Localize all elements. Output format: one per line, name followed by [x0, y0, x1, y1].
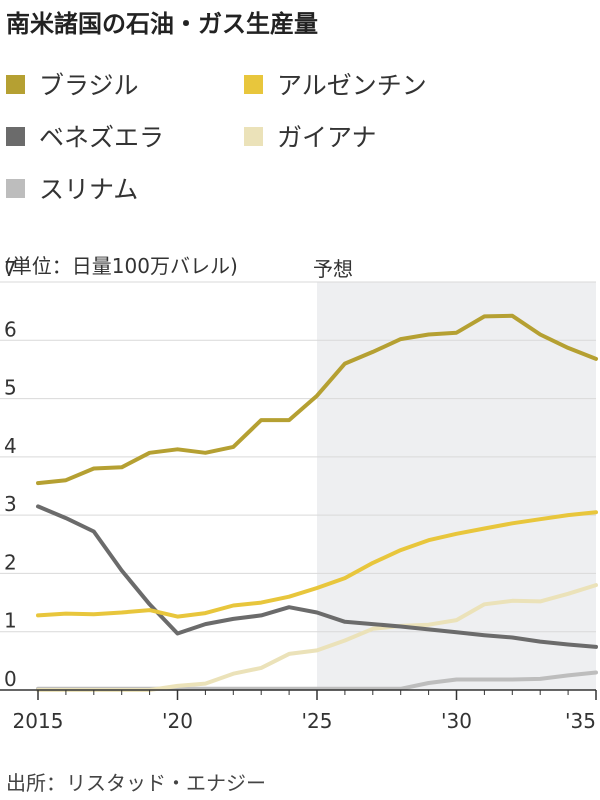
legend-item-argentina: アルゼンチン [244, 66, 427, 102]
x-tick-label: '35 [565, 709, 596, 733]
legend-swatch-argentina [244, 74, 263, 94]
legend-item-suriname: スリナム [6, 170, 138, 206]
legend-label-suriname: スリナム [39, 175, 139, 204]
legend-swatch-suriname [6, 178, 25, 198]
y-tick-label: 6 [4, 317, 17, 341]
y-tick-label: 0 [4, 667, 17, 691]
series-line-0 [36, 313, 598, 486]
legend-swatch-brazil [6, 74, 25, 94]
legend-swatch-guyana [244, 126, 263, 146]
y-tick-label: 4 [4, 434, 17, 458]
x-tick-label: '20 [162, 709, 193, 733]
y-tick-label: 5 [4, 376, 17, 400]
legend-label-guyana: ガイアナ [277, 123, 377, 152]
legend-label-argentina: アルゼンチン [277, 71, 427, 100]
legend-item-venezuela: ベネズエラ [6, 118, 164, 154]
y-tick-label: 1 [4, 609, 17, 633]
series-line-1 [36, 510, 598, 619]
legend-label-brazil: ブラジル [39, 71, 139, 100]
unit-label: (単位：日量100万バレル) [4, 254, 238, 278]
series-line-2 [36, 504, 598, 649]
y-tick-label: 3 [4, 492, 17, 516]
legend-item-guyana: ガイアナ [244, 118, 377, 154]
chart-title: 南米諸国の石油・ガス生産量 [6, 10, 318, 38]
source-note: 出所：リスタッド・エナジー [6, 771, 266, 795]
legend-swatch-venezuela [6, 126, 25, 146]
x-tick-label: '30 [441, 709, 472, 733]
chart-legend: ブラジル アルゼンチン ベネズエラ ガイアナ スリナム [6, 66, 596, 216]
x-tick-label: '25 [302, 709, 333, 733]
legend-label-venezuela: ベネズエラ [39, 123, 165, 152]
y-tick-label: 7 [4, 257, 17, 281]
legend-item-brazil: ブラジル [6, 66, 139, 102]
y-tick-label: 2 [4, 550, 17, 574]
forecast-label: 予想 [313, 257, 353, 281]
x-tick-label: 2015 [13, 709, 64, 733]
